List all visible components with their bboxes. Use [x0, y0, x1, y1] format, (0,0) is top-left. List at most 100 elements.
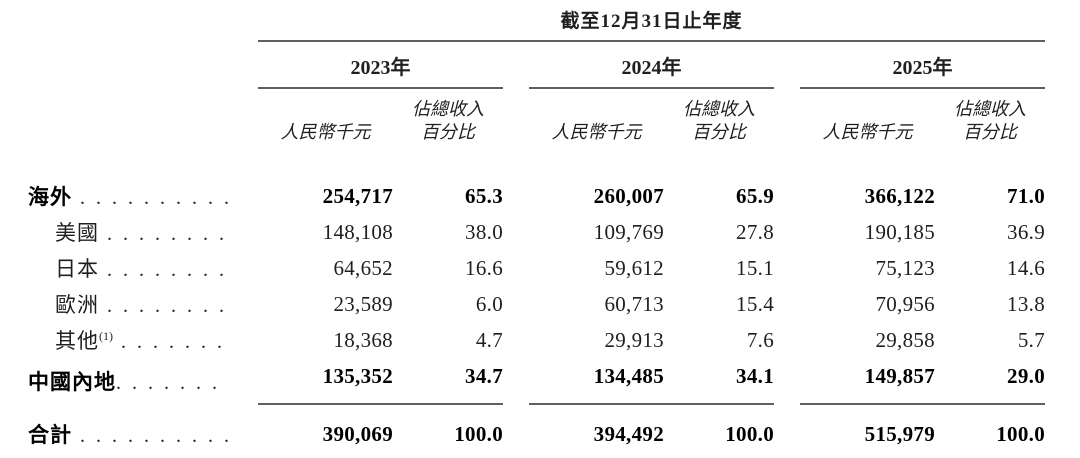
row-label: 美國	[55, 221, 99, 245]
amount-2023: 148,108	[322, 219, 393, 244]
amount-2024: 60,713	[604, 291, 664, 316]
amount-2024: 59,612	[604, 255, 664, 280]
year-header-2025: 2025年	[800, 41, 1045, 89]
pct-2025: 71.0	[1007, 183, 1045, 208]
column-gap	[503, 88, 529, 147]
column-gap	[774, 404, 800, 452]
row-label: 其他	[55, 329, 99, 353]
pct-header-2023: 佔總收入 百分比	[412, 99, 484, 142]
amount-unit-header-2023: 人民幣千元	[280, 122, 371, 142]
amount-2025: 515,979	[864, 421, 935, 446]
amount-2025: 70,956	[875, 291, 935, 316]
period-header: 截至12月31日止年度	[258, 6, 1045, 42]
amount-2023: 18,368	[333, 327, 393, 352]
column-gap	[503, 452, 529, 458]
dot-leader: . . . . . . . .	[99, 259, 227, 281]
column-gap	[503, 178, 529, 214]
pct-2024: 15.1	[736, 255, 774, 280]
amount-2024: 394,492	[593, 421, 664, 446]
amount-2025: 29,858	[875, 327, 935, 352]
column-gap	[503, 358, 529, 404]
pct-2024: 34.1	[664, 358, 774, 405]
year-header-2023: 2023年	[258, 41, 503, 89]
column-header-row: 人民幣千元 佔總收入 百分比 人民幣千元 佔總收入 百分比 人民幣千元 佔總收入…	[28, 88, 1045, 147]
table-row-total: 合計 . . . . . . . . . . 390,069 100.0 394…	[28, 404, 1045, 452]
pct-2025: 13.8	[1007, 291, 1045, 316]
year-header-row: 2023年 2024年 2025年	[28, 41, 1045, 89]
column-gap	[774, 358, 800, 404]
amount-2024: 29,913	[604, 327, 664, 352]
pct-2024: 15.4	[736, 291, 774, 316]
column-gap	[774, 322, 800, 358]
pct-2025: 36.9	[1007, 219, 1045, 244]
header-body-spacer	[28, 147, 1045, 178]
amount-2023: 64,652	[333, 255, 393, 280]
dot-leader: . . . . . . . . . .	[72, 187, 232, 209]
amount-2023: 254,717	[322, 183, 393, 208]
table-row-usa: 美國 . . . . . . . . 148,108 38.0 109,769 …	[28, 214, 1045, 250]
pct-2025: 14.6	[1007, 255, 1045, 280]
pct-2024: 27.8	[736, 219, 774, 244]
pct-2023: 16.6	[465, 255, 503, 280]
total-double-rule-row	[28, 452, 1045, 458]
table-row-others: 其他(1) . . . . . . . 18,368 4.7 29,913 7.…	[28, 322, 1045, 358]
pct-2024: 100.0	[725, 421, 774, 446]
amount-unit-header-2025: 人民幣千元	[822, 122, 913, 142]
pct-2023: 34.7	[393, 358, 503, 405]
column-gap	[774, 88, 800, 147]
amount-2025: 149,857	[800, 358, 935, 405]
column-gap	[503, 286, 529, 322]
pct-2025: 29.0	[935, 358, 1045, 405]
table-row-japan: 日本 . . . . . . . . 64,652 16.6 59,612 15…	[28, 250, 1045, 286]
row-label: 合計	[28, 422, 72, 447]
amount-2025: 366,122	[864, 183, 935, 208]
table-row-overseas: 海外 . . . . . . . . . . 254,717 65.3 260,…	[28, 178, 1045, 214]
amount-2025: 190,185	[864, 219, 935, 244]
column-gap	[774, 214, 800, 250]
pct-2024: 7.6	[746, 327, 774, 352]
dot-leader: . . . . . . .	[116, 372, 220, 394]
row-label: 海外	[28, 185, 72, 209]
column-gap	[774, 286, 800, 322]
dot-leader: . . . . . . . .	[99, 223, 227, 245]
pct-2025: 5.7	[1017, 327, 1045, 352]
column-gap	[503, 250, 529, 286]
column-gap	[774, 250, 800, 286]
amount-2024: 109,769	[593, 219, 664, 244]
table-row-europe: 歐洲 . . . . . . . . 23,589 6.0 60,713 15.…	[28, 286, 1045, 322]
dot-leader: . . . . . . . . . .	[72, 424, 232, 447]
column-gap	[503, 322, 529, 358]
column-gap	[503, 214, 529, 250]
row-label: 歐洲	[55, 293, 99, 317]
period-header-row: 截至12月31日止年度	[28, 6, 1045, 42]
amount-2024: 134,485	[529, 358, 664, 405]
row-label: 中國內地	[28, 370, 116, 394]
pct-2023: 65.3	[465, 183, 503, 208]
row-label: 日本	[55, 257, 99, 281]
column-gap	[503, 404, 529, 452]
pct-2025: 100.0	[996, 421, 1045, 446]
pct-2023: 6.0	[475, 291, 503, 316]
column-gap	[774, 452, 800, 458]
footnote-marker: (1)	[99, 329, 113, 343]
pct-2023: 38.0	[465, 219, 503, 244]
amount-unit-header-2024: 人民幣千元	[551, 122, 642, 142]
column-gap	[503, 41, 529, 88]
pct-2024: 65.9	[736, 183, 774, 208]
amount-2023: 23,589	[333, 291, 393, 316]
pct-header-2025: 佔總收入 百分比	[954, 99, 1026, 142]
pct-2023: 100.0	[454, 421, 503, 446]
table-row-mainland-china: 中國內地. . . . . . . 135,352 34.7 134,485 3…	[28, 358, 1045, 405]
dot-leader: . . . . . . .	[113, 331, 225, 353]
amount-2023: 390,069	[322, 421, 393, 446]
pct-2023: 4.7	[475, 327, 503, 352]
column-gap	[774, 178, 800, 214]
amount-2023: 135,352	[258, 358, 393, 405]
amount-2024: 260,007	[593, 183, 664, 208]
column-gap	[774, 41, 800, 88]
revenue-geography-table: 截至12月31日止年度 2023年 2024年 2025年 人民幣千元 佔總收入…	[28, 6, 1045, 458]
amount-2025: 75,123	[875, 255, 935, 280]
dot-leader: . . . . . . . .	[99, 295, 227, 317]
pct-header-2024: 佔總收入 百分比	[683, 99, 755, 142]
